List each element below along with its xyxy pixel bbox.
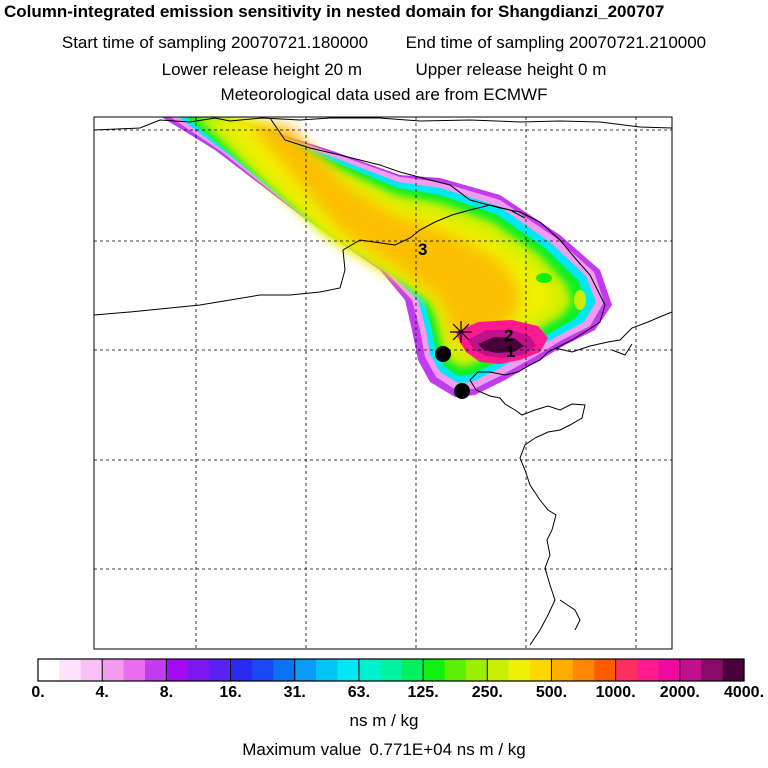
lower-height-label: Lower release height xyxy=(161,60,320,79)
marker-label-2: 2 xyxy=(504,326,513,345)
colorbar-swatch xyxy=(209,659,232,681)
marker-label-1: 1 xyxy=(506,342,515,361)
colorbar-tick-label: 500. xyxy=(535,684,568,701)
colorbar-tick-label: 250. xyxy=(471,684,503,701)
colorbar-swatch xyxy=(337,659,360,681)
colorbar-swatch xyxy=(294,659,317,681)
colorbar-tick-label: 125. xyxy=(407,684,439,701)
colorbar xyxy=(37,658,745,682)
maximum-value-label: Maximum value xyxy=(242,740,362,759)
colorbar-swatch xyxy=(423,659,446,681)
colorbar-swatch xyxy=(316,659,339,681)
maximum-value: Maximum value 0.771E+04 ns m / kg xyxy=(0,740,768,760)
colorbar-swatch xyxy=(465,659,488,681)
end-time-label: End time of sampling xyxy=(405,33,565,52)
colorbar-swatch xyxy=(251,659,274,681)
colorbar-swatch xyxy=(80,659,103,681)
lower-height-value: 20 m xyxy=(324,60,362,79)
colorbar-swatch xyxy=(594,659,617,681)
start-time-label: Start time of sampling xyxy=(61,33,227,52)
start-time-value: 20070721.180000 xyxy=(231,33,369,52)
colorbar-swatch xyxy=(59,659,82,681)
colorbar-swatch xyxy=(230,659,253,681)
colorbar-swatch xyxy=(358,659,381,681)
marker-label-3: 3 xyxy=(418,240,427,259)
upper-height-label: Upper release height xyxy=(415,60,574,79)
colorbar-tick-label: 31. xyxy=(283,684,306,701)
colorbar-swatch xyxy=(615,659,638,681)
meteorological-source: Meteorological data used are from ECMWF xyxy=(220,85,548,104)
colorbar-frame xyxy=(37,658,745,682)
colorbar-swatch xyxy=(166,659,189,681)
colorbar-swatch xyxy=(679,659,702,681)
colorbar-swatch xyxy=(508,659,531,681)
colorbar-swatch xyxy=(551,659,574,681)
colorbar-tick-label: 4000. xyxy=(723,684,765,701)
colorbar-swatch xyxy=(187,659,210,681)
colorbar-swatch xyxy=(637,659,660,681)
colorbar-swatch xyxy=(722,659,745,681)
sampling-times: Start time of sampling 20070721.180000 E… xyxy=(0,33,768,53)
colorbar-swatch xyxy=(658,659,681,681)
colorbar-swatch xyxy=(530,659,553,681)
grid-lines xyxy=(94,117,672,649)
station-marker xyxy=(435,346,451,362)
colorbar-tick-label: 0. xyxy=(31,684,45,701)
colorbar-swatch xyxy=(572,659,595,681)
plot-title: Column-integrated emission sensitivity i… xyxy=(4,2,665,21)
colorbar-tick-label: 63. xyxy=(347,684,371,701)
colorbar-swatch xyxy=(144,659,167,681)
colorbar-swatch xyxy=(401,659,424,681)
colorbar-tick-label: 2000. xyxy=(659,684,700,701)
end-time-value: 20070721.210000 xyxy=(569,33,707,52)
colorbar-tick-label: 4. xyxy=(95,684,109,701)
maximum-value-number: 0.771E+04 ns m / kg xyxy=(369,740,526,759)
colorbar-swatch xyxy=(380,659,403,681)
colorbar-swatch xyxy=(123,659,146,681)
colorbar-swatch xyxy=(444,659,467,681)
colorbar-tick-label: 16. xyxy=(219,684,242,701)
map-area: 2 1 3 xyxy=(94,117,672,649)
colorbar-swatch xyxy=(701,659,724,681)
station-marker xyxy=(454,383,470,399)
release-heights: Lower release height 20 m Upper release … xyxy=(0,60,768,80)
release-site-star xyxy=(450,321,472,343)
upper-height-value: 0 m xyxy=(578,60,607,79)
colorbar-swatch xyxy=(273,659,296,681)
map-frame xyxy=(93,116,673,650)
colorbar-tick-label: 1000. xyxy=(595,684,636,701)
colorbar-unit: ns m / kg xyxy=(349,711,419,730)
colorbar-tick-label: 8. xyxy=(159,684,174,701)
sensitivity-plume xyxy=(161,117,612,397)
coastlines xyxy=(94,117,672,646)
colorbar-swatch xyxy=(487,659,510,681)
colorbar-swatch xyxy=(38,659,60,681)
colorbar-swatch xyxy=(102,659,125,681)
